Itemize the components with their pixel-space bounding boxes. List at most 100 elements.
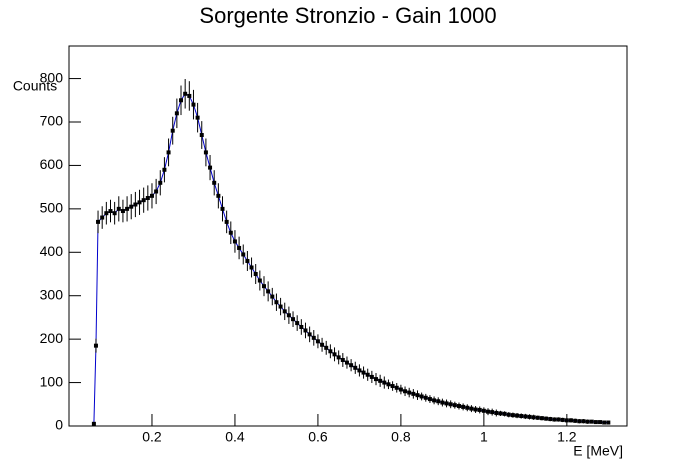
data-point [125,206,130,211]
data-point [585,419,590,424]
data-point [535,415,540,420]
data-point [199,133,204,138]
data-point [220,206,225,211]
data-point [241,252,246,257]
data-point [137,200,142,205]
data-point [552,417,557,422]
data-point [100,215,105,220]
data-point [174,111,179,116]
data-point [598,420,603,425]
data-point [407,390,412,395]
data-point [477,407,482,412]
data-point [415,393,420,398]
data-point [274,300,279,305]
data-point [448,402,453,407]
y-tick-label: 100 [40,373,64,389]
data-point [353,365,358,370]
data-point [129,204,134,209]
data-point [145,196,150,200]
data-point [104,211,109,216]
data-point [423,395,428,400]
data-point [593,420,598,425]
data-point [374,377,379,382]
data-point [432,398,437,403]
data-point [237,245,242,250]
data-point [452,403,457,408]
data-point [332,352,337,357]
data-point [278,304,283,309]
data-point [369,374,374,379]
data-point [303,328,308,333]
x-tick-label: 1.2 [557,429,577,445]
data-point [473,407,478,412]
data-point [444,401,449,406]
data-point [465,405,470,410]
data-point [266,289,271,294]
y-tick-label: 700 [40,113,64,129]
data-point [494,410,499,415]
data-point [286,313,291,318]
data-point [170,128,175,133]
data-point [141,198,146,203]
data-point [481,408,486,413]
data-point [307,332,312,337]
data-point [365,372,370,377]
data-point [523,414,528,419]
data-point [361,370,366,375]
data-point [440,400,445,405]
y-tick-label: 300 [40,286,64,302]
data-point [515,413,520,418]
data-point [602,420,607,425]
data-point [328,349,333,354]
data-point [162,167,167,172]
data-point [208,165,213,170]
y-tick-label: 800 [40,69,64,85]
data-point [506,412,511,417]
data-point [232,239,237,244]
data-point [183,91,188,96]
y-tick-label: 400 [40,243,64,259]
x-axis-label: E [MeV] [573,443,623,459]
data-point [469,406,474,411]
data-point [249,265,254,270]
data-point [203,150,208,155]
x-tick-label: 0.4 [225,429,245,445]
data-point [91,421,96,426]
data-point [212,180,217,185]
data-point [187,93,192,98]
data-point [311,335,316,340]
data-point [253,272,258,276]
data-point [568,418,573,423]
data-point [133,202,138,207]
y-tick-label: 0 [55,417,63,433]
data-point [577,419,582,424]
data-point [340,357,345,362]
data-point [386,382,391,387]
y-tick-label: 200 [40,330,64,346]
data-point [519,414,524,419]
data-point [282,309,287,314]
data-point [527,414,532,419]
data-point [419,394,424,399]
data-point [270,294,275,299]
data-point [390,384,395,389]
data-point [216,193,221,198]
data-point [461,404,466,409]
data-point [510,413,515,418]
data-point [556,417,561,422]
data-point [224,219,229,224]
data-point [357,368,362,373]
data-point [606,420,611,425]
data-point [245,258,250,263]
data-point [490,410,495,415]
data-point [344,360,349,365]
data-point [427,397,432,402]
data-point [108,209,113,214]
data-point [299,324,304,329]
data-point [257,278,262,283]
data-point [573,418,578,423]
data-point [112,211,117,216]
data-point [320,342,325,347]
data-point [295,321,300,326]
